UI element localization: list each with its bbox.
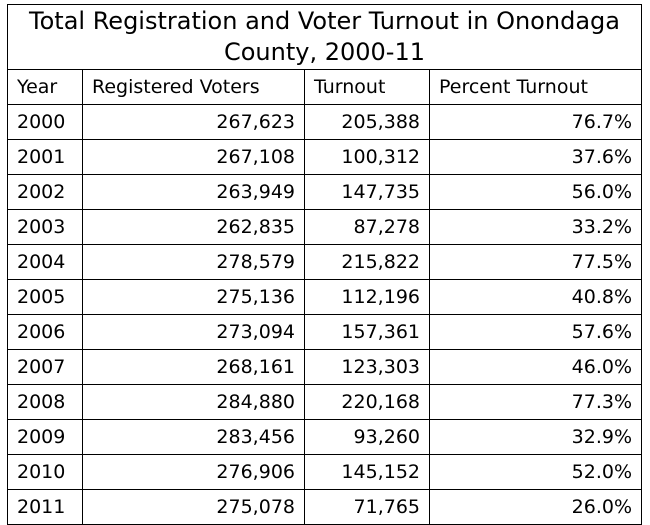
cell-registered-voters: 284,880 xyxy=(82,384,305,420)
table-row: 2001 267,108 100,312 37.6% xyxy=(7,139,642,175)
cell-percent-turnout: 46.0% xyxy=(429,349,642,385)
table-row: 2010 276,906 145,152 52.0% xyxy=(7,454,642,490)
cell-percent-turnout: 52.0% xyxy=(429,454,642,490)
column-header-registered-voters: Registered Voters xyxy=(82,69,305,105)
cell-turnout: 145,152 xyxy=(304,454,430,490)
table-row: 2002 263,949 147,735 56.0% xyxy=(7,174,642,210)
cell-registered-voters: 276,906 xyxy=(82,454,305,490)
turnout-table-frame: Total Registration and Voter Turnout in … xyxy=(7,4,642,525)
cell-year: 2002 xyxy=(7,174,83,210)
table-row: 2003 262,835 87,278 33.2% xyxy=(7,209,642,245)
cell-percent-turnout: 32.9% xyxy=(429,419,642,455)
cell-year: 2010 xyxy=(7,454,83,490)
cell-year: 2011 xyxy=(7,489,83,525)
table-row: 2004 278,579 215,822 77.5% xyxy=(7,244,642,280)
cell-turnout: 220,168 xyxy=(304,384,430,420)
cell-year: 2000 xyxy=(7,104,83,140)
cell-percent-turnout: 77.3% xyxy=(429,384,642,420)
cell-registered-voters: 273,094 xyxy=(82,314,305,350)
cell-registered-voters: 267,623 xyxy=(82,104,305,140)
cell-year: 2001 xyxy=(7,139,83,175)
cell-turnout: 147,735 xyxy=(304,174,430,210)
table-row: 2006 273,094 157,361 57.6% xyxy=(7,314,642,350)
cell-turnout: 71,765 xyxy=(304,489,430,525)
turnout-table: Total Registration and Voter Turnout in … xyxy=(7,4,642,525)
column-header-percent-turnout: Percent Turnout xyxy=(429,69,642,105)
table-row: 2005 275,136 112,196 40.8% xyxy=(7,279,642,315)
cell-turnout: 87,278 xyxy=(304,209,430,245)
cell-registered-voters: 283,456 xyxy=(82,419,305,455)
cell-percent-turnout: 77.5% xyxy=(429,244,642,280)
cell-turnout: 112,196 xyxy=(304,279,430,315)
cell-registered-voters: 278,579 xyxy=(82,244,305,280)
cell-year: 2005 xyxy=(7,279,83,315)
table-row: 2009 283,456 93,260 32.9% xyxy=(7,419,642,455)
cell-year: 2004 xyxy=(7,244,83,280)
cell-percent-turnout: 40.8% xyxy=(429,279,642,315)
cell-percent-turnout: 26.0% xyxy=(429,489,642,525)
table-row: 2007 268,161 123,303 46.0% xyxy=(7,349,642,385)
cell-registered-voters: 263,949 xyxy=(82,174,305,210)
cell-registered-voters: 275,136 xyxy=(82,279,305,315)
cell-turnout: 93,260 xyxy=(304,419,430,455)
cell-registered-voters: 268,161 xyxy=(82,349,305,385)
cell-year: 2008 xyxy=(7,384,83,420)
cell-percent-turnout: 76.7% xyxy=(429,104,642,140)
column-header-year: Year xyxy=(7,69,83,105)
cell-registered-voters: 275,078 xyxy=(82,489,305,525)
table-row: 2008 284,880 220,168 77.3% xyxy=(7,384,642,420)
cell-registered-voters: 262,835 xyxy=(82,209,305,245)
cell-turnout: 215,822 xyxy=(304,244,430,280)
table-title-line-1: Total Registration and Voter Turnout in … xyxy=(29,7,620,35)
cell-year: 2003 xyxy=(7,209,83,245)
column-header-turnout: Turnout xyxy=(304,69,430,105)
cell-turnout: 100,312 xyxy=(304,139,430,175)
cell-percent-turnout: 57.6% xyxy=(429,314,642,350)
table-row: 2011 275,078 71,765 26.0% xyxy=(7,489,642,525)
header-row: Year Registered Voters Turnout Percent T… xyxy=(7,69,642,105)
cell-year: 2007 xyxy=(7,349,83,385)
cell-percent-turnout: 56.0% xyxy=(429,174,642,210)
cell-turnout: 205,388 xyxy=(304,104,430,140)
cell-year: 2006 xyxy=(7,314,83,350)
cell-turnout: 157,361 xyxy=(304,314,430,350)
cell-registered-voters: 267,108 xyxy=(82,139,305,175)
table-body: 2000 267,623 205,388 76.7% 2001 267,108 … xyxy=(7,104,642,525)
table-title: Total Registration and Voter Turnout in … xyxy=(7,4,642,70)
cell-turnout: 123,303 xyxy=(304,349,430,385)
cell-percent-turnout: 37.6% xyxy=(429,139,642,175)
table-title-line-2: County, 2000-11 xyxy=(223,38,425,66)
cell-percent-turnout: 33.2% xyxy=(429,209,642,245)
cell-year: 2009 xyxy=(7,419,83,455)
table-row: 2000 267,623 205,388 76.7% xyxy=(7,104,642,140)
